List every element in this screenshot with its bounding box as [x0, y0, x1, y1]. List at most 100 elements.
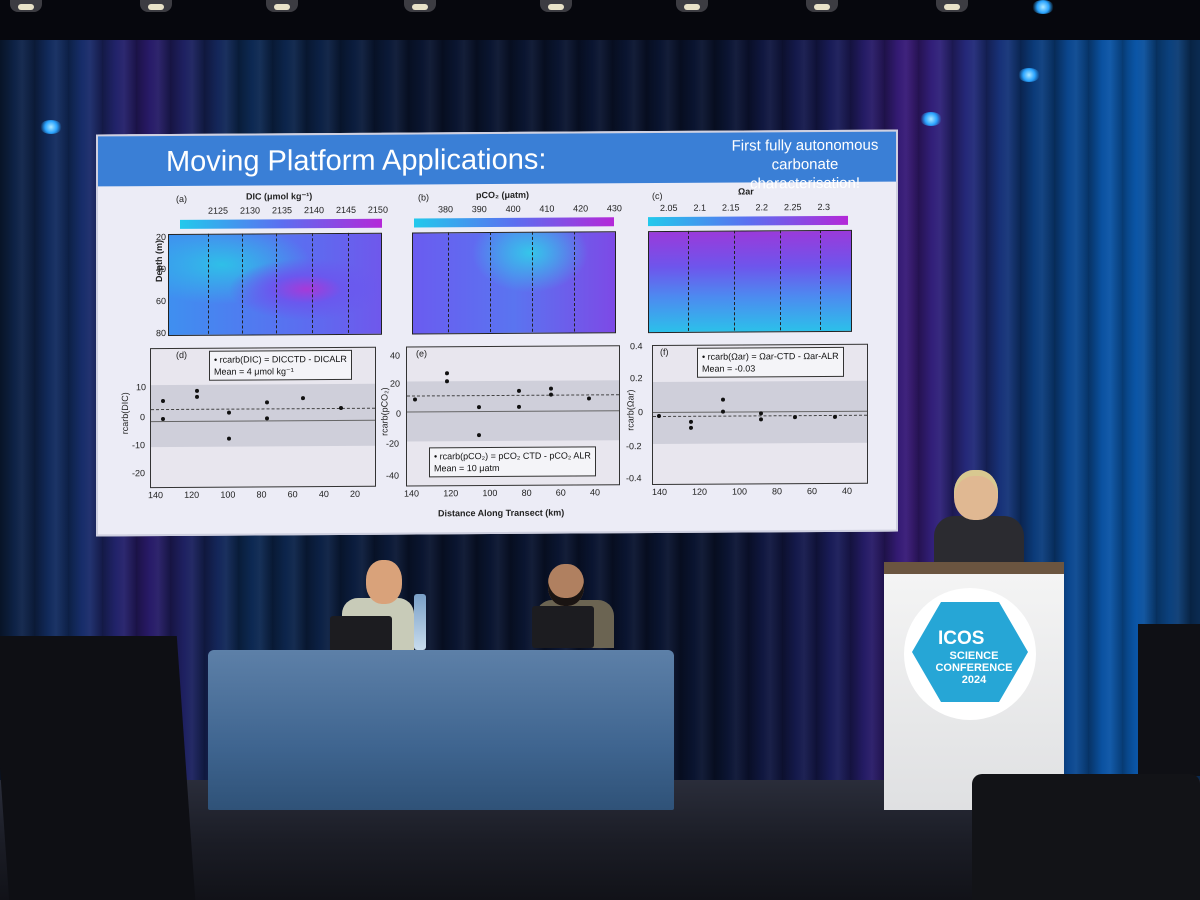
legend-entry: Mean = -0.03: [702, 363, 756, 374]
stage-light: [806, 0, 838, 12]
y-tick: 0.4: [630, 341, 643, 352]
colorbar-tick: 2.15: [721, 202, 740, 213]
x-tick: 20: [349, 488, 360, 499]
slide-title: Moving Platform Applications:: [166, 143, 547, 179]
stage-light: [676, 0, 708, 12]
legend: • rcarb(pCO₂) = pCO₂ CTD - pCO₂ ALR Mean…: [429, 446, 596, 478]
residual-y-label: rcarb(DIC): [120, 392, 130, 435]
panel-tag: (d): [176, 349, 187, 360]
colorbar-tick: 410: [539, 203, 555, 214]
data-point: [227, 436, 231, 441]
x-ticks: 140 120 100 80 60 40 20: [148, 489, 360, 500]
profile-line: [312, 233, 313, 334]
data-point: [793, 415, 797, 420]
x-tick: 120: [184, 489, 200, 500]
data-point: [759, 411, 763, 416]
data-point: [517, 404, 521, 409]
panel-variable-label: Ωar: [738, 186, 754, 197]
lighting-truss: [0, 0, 1200, 40]
data-point: [477, 405, 481, 410]
profile-line: [448, 232, 449, 333]
data-point: [689, 425, 693, 430]
residual-plot-omega: • rcarb(Ωar) = Ωar-CTD - Ωar-ALR Mean = …: [652, 343, 868, 486]
legend: • rcarb(DIC) = DICCTD - DICALR Mean = 4 …: [209, 349, 352, 381]
panel-tag: (f): [660, 346, 669, 358]
y-tick: -20: [132, 468, 146, 479]
colorbar-tick: 2150: [367, 204, 388, 215]
colorbar-tick: 2.1: [693, 202, 707, 213]
colorbar-tick: 2125: [208, 205, 229, 216]
data-point: [721, 397, 725, 402]
data-point: [195, 388, 199, 393]
blue-spotlight: [920, 112, 942, 126]
stage-monitor-speaker: [972, 774, 1200, 900]
legend-entry: • rcarb(pCO₂) = pCO₂ CTD - pCO₂ ALR: [434, 450, 591, 462]
data-point: [721, 409, 725, 414]
data-point: [517, 388, 521, 393]
logo-subtext: SCIENCE CONFERENCE 2024: [935, 650, 1013, 686]
x-tick: 120: [692, 486, 708, 497]
slide-subtitle: First fully autonomous carbonate charact…: [731, 136, 879, 193]
panel-tag: (a): [176, 193, 187, 204]
omega-section-plot: [648, 229, 852, 334]
speaker: [934, 516, 1024, 562]
colorbar-tick: 2.2: [755, 202, 768, 213]
depth-axis-label: Depth (m): [154, 240, 164, 283]
x-tick: 100: [220, 489, 236, 500]
laptop: [532, 606, 594, 648]
y-tick: -0.2: [626, 441, 642, 452]
y-tick: -10: [132, 440, 146, 451]
colorbar-tick: 2130: [239, 205, 261, 216]
x-tick: 80: [256, 489, 267, 500]
data-point: [445, 379, 449, 384]
blue-spotlight: [40, 120, 62, 134]
data-point: [759, 417, 763, 422]
x-ticks: 140 120 100 80 60 40: [404, 487, 600, 498]
y-tick: 0: [140, 412, 146, 423]
panel-tag: (e): [416, 348, 427, 359]
y-tick: -20: [386, 438, 400, 449]
x-tick: 60: [555, 487, 566, 498]
colorbar-tick: 420: [573, 203, 589, 214]
colorbar-tick: 2140: [303, 205, 324, 216]
data-point: [413, 397, 417, 402]
stage-monitor-speaker: [1138, 624, 1200, 776]
std-band: [151, 383, 375, 448]
profile-line: [734, 230, 735, 331]
legend-entry: • rcarb(Ωar) = Ωar-CTD - Ωar-ALR: [702, 350, 839, 362]
y-tick: 0.2: [630, 373, 643, 384]
pco2-section-plot: [412, 231, 616, 335]
colorbar-tick: 2145: [335, 204, 356, 215]
x-tick: 120: [443, 488, 459, 499]
x-ticks: 140 120 100 80 60 40: [652, 486, 852, 497]
data-point: [265, 400, 269, 405]
colorbar-tick: 2.05: [660, 202, 678, 214]
water-bottle: [414, 594, 426, 650]
stage-monitor-speaker: [0, 636, 196, 900]
x-tick: 140: [404, 488, 420, 499]
speaker-head: [954, 470, 998, 520]
residual-y-label: rcarb(pCO₂): [379, 387, 390, 436]
panel-variable-label: DIC (μmol kg⁻¹): [246, 191, 313, 202]
colorbar-tick: 2135: [271, 205, 292, 216]
data-point: [227, 410, 231, 415]
profile-line: [688, 230, 689, 331]
profile-line: [208, 233, 209, 334]
profile-line: [820, 230, 821, 331]
stage-light: [140, 0, 172, 12]
panel-tag: (c): [652, 190, 663, 202]
x-axis-label: Distance Along Transect (km): [438, 507, 565, 519]
data-point: [657, 413, 661, 419]
residual-y-label: rcarb(Ωar): [625, 389, 636, 431]
data-point: [833, 414, 837, 419]
profile-line: [348, 232, 349, 333]
colorbar-tick: 2.25: [783, 202, 802, 213]
y-tick: 0: [638, 407, 644, 418]
x-tick: 80: [772, 486, 783, 497]
laptop: [330, 616, 392, 652]
x-tick: 100: [482, 487, 498, 499]
profile-line: [780, 230, 781, 331]
data-point: [445, 371, 449, 376]
x-tick: 100: [732, 486, 748, 497]
data-point: [549, 386, 553, 391]
